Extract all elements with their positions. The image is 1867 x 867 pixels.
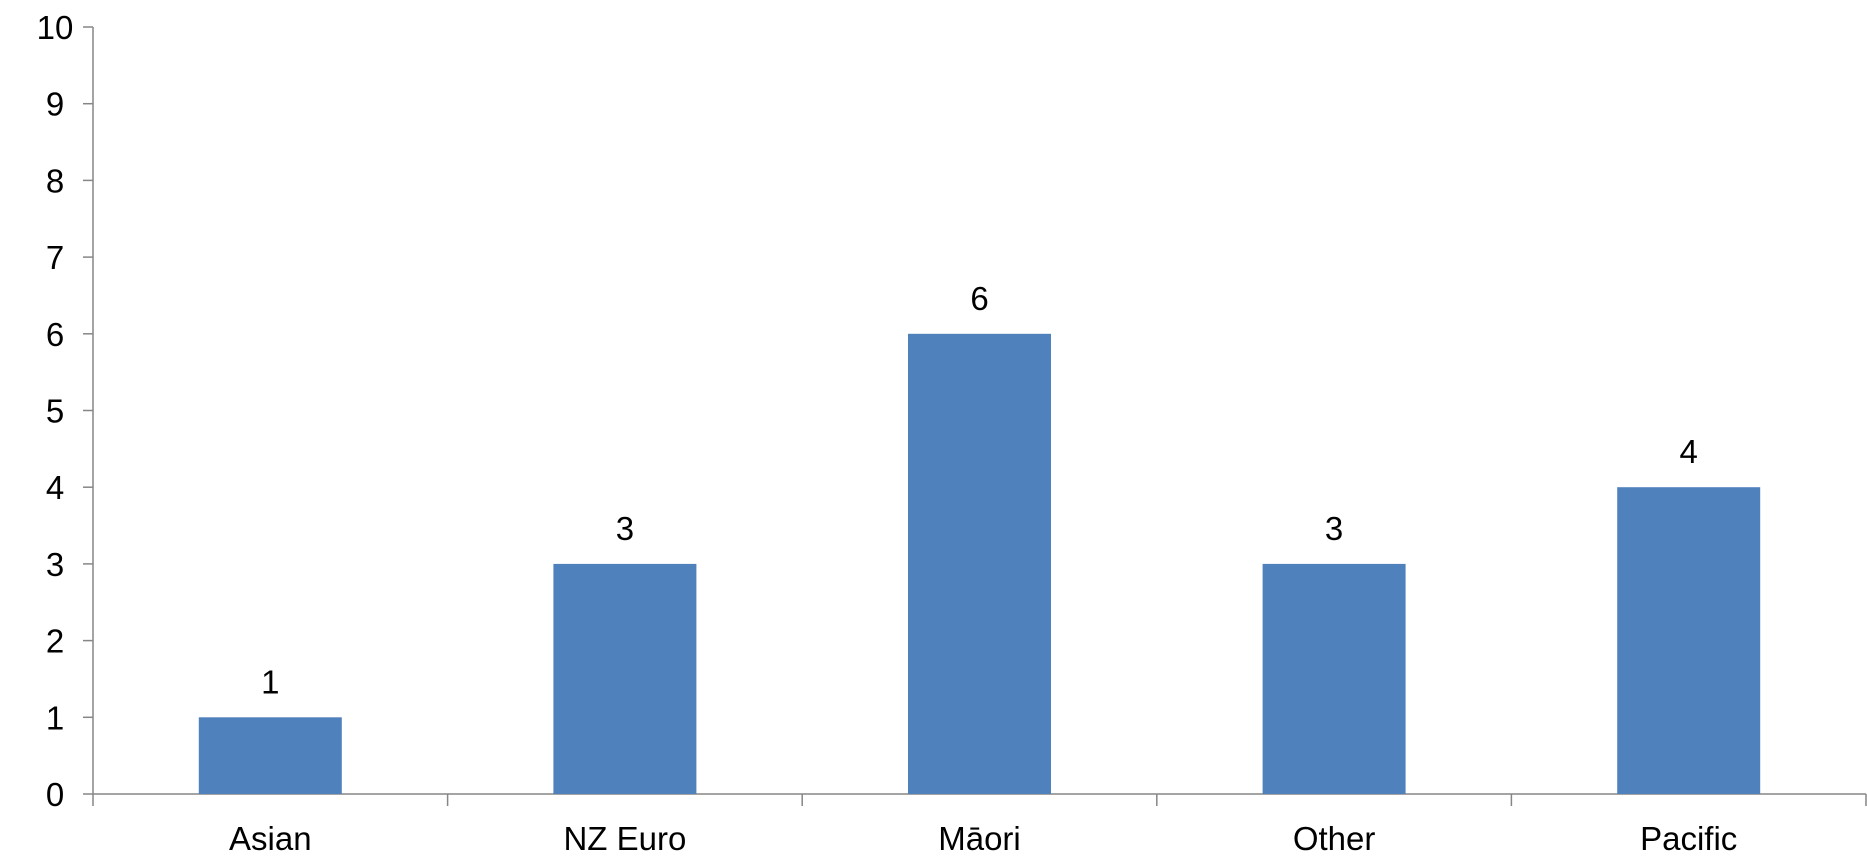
x-tick-label: Other [1293, 820, 1376, 857]
data-label: 4 [1680, 433, 1698, 470]
bar [1262, 563, 1406, 794]
y-tick-label: 10 [37, 9, 74, 46]
y-tick-label: 9 [46, 86, 64, 123]
x-tick-label: NZ Euro [563, 820, 686, 857]
y-tick-label: 6 [46, 316, 64, 353]
y-tick-label: 1 [46, 699, 64, 736]
x-tick-label: Māori [938, 820, 1021, 857]
bar [198, 717, 342, 794]
data-label: 3 [616, 510, 634, 547]
y-tick-label: 5 [46, 393, 64, 430]
data-label: 3 [1325, 510, 1343, 547]
bar [553, 563, 697, 794]
y-tick-label: 4 [46, 469, 64, 506]
x-tick-label: Pacific [1640, 820, 1737, 857]
data-label: 6 [970, 280, 988, 317]
y-tick-label: 0 [46, 776, 64, 813]
y-tick-label: 2 [46, 623, 64, 660]
y-tick-label: 7 [46, 239, 64, 276]
y-tick-label: 3 [46, 546, 64, 583]
bar [1617, 487, 1761, 794]
x-tick-label: Asian [229, 820, 312, 857]
y-tick-label: 8 [46, 162, 64, 199]
bar [908, 333, 1051, 794]
data-label: 1 [261, 663, 279, 700]
